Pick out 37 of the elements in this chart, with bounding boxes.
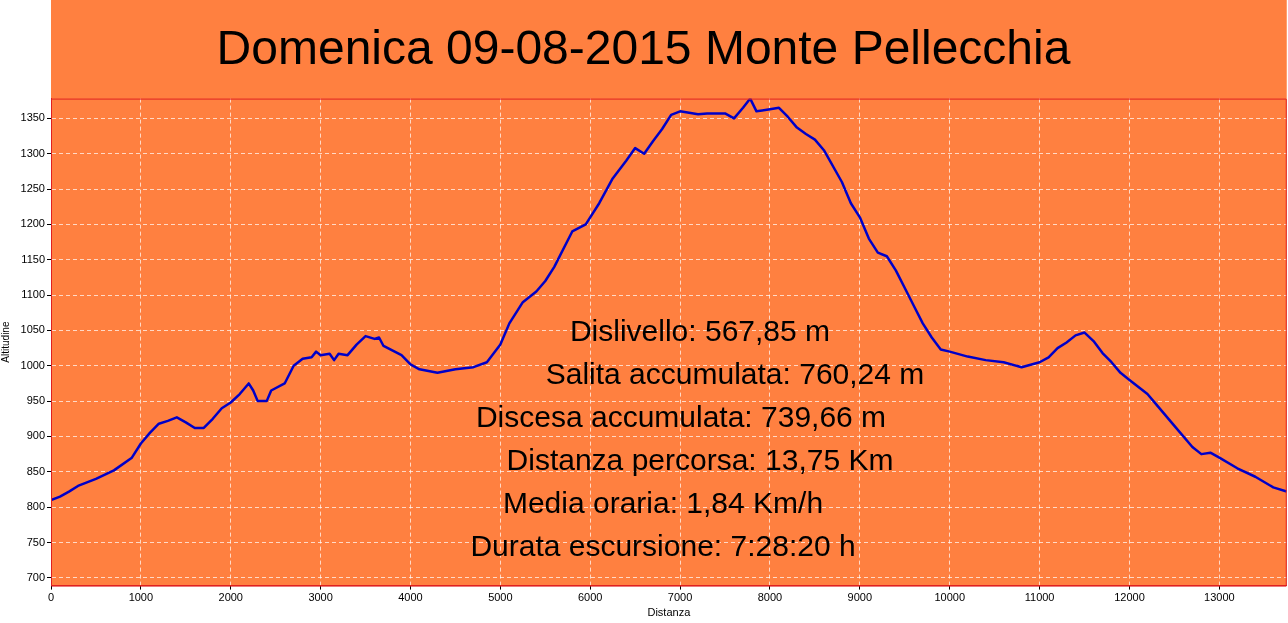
- y-tick-label: 800: [26, 500, 45, 513]
- y-tick-label: 1100: [21, 288, 45, 301]
- y-tick-label: 900: [26, 429, 45, 442]
- y-tick-label: 1200: [20, 217, 45, 230]
- y-tick-label: 950: [26, 394, 45, 407]
- x-tick-label: 3000: [308, 591, 333, 604]
- x-tick-label: 7000: [667, 591, 693, 604]
- y-tick-label: 1000: [20, 358, 45, 371]
- x-tick-label: 0: [47, 591, 55, 604]
- x-tick-label: 4000: [398, 591, 423, 604]
- y-tick-label: 1050: [20, 323, 45, 336]
- x-tick-label: 6000: [577, 591, 603, 604]
- annotation: Salita accumulata: 760,24 m: [545, 357, 925, 391]
- x-tick-label: 10000: [934, 591, 966, 604]
- x-tick-label: 8000: [757, 591, 783, 604]
- y-axis-title: Altitudine: [0, 321, 11, 363]
- annotation: Durata escursione: 7:28:20 h: [470, 529, 856, 563]
- x-tick-label: 2000: [218, 591, 243, 604]
- chart-title: Domenica 09-08-2015 Monte Pellecchia: [216, 21, 1071, 75]
- y-tick-label: 1150: [21, 252, 45, 265]
- annotation: Discesa accumulata: 739,66 m: [475, 400, 887, 434]
- annotation: Distanza percorsa: 13,75 Km: [506, 443, 894, 477]
- annotation: Dislivello: 567,85 m: [569, 314, 831, 348]
- y-tick-label: 1300: [20, 146, 45, 159]
- y-tick-label: 850: [26, 464, 45, 477]
- x-tick-label: 13000: [1204, 591, 1235, 604]
- y-tick-label: 700: [26, 570, 45, 583]
- x-tick-label: 12000: [1114, 591, 1145, 604]
- y-tick-label: 750: [26, 535, 45, 548]
- x-axis-title: Distanza: [647, 606, 692, 619]
- annotation: Media oraria: 1,84 Km/h: [502, 486, 824, 520]
- x-tick-label: 9000: [847, 591, 873, 604]
- y-tick-label: 1250: [20, 182, 45, 195]
- x-tick-label: 11000: [1024, 591, 1055, 604]
- x-tick-label: 1000: [128, 591, 154, 604]
- x-tick-label: 5000: [488, 591, 513, 604]
- y-tick-label: 1350: [20, 111, 45, 124]
